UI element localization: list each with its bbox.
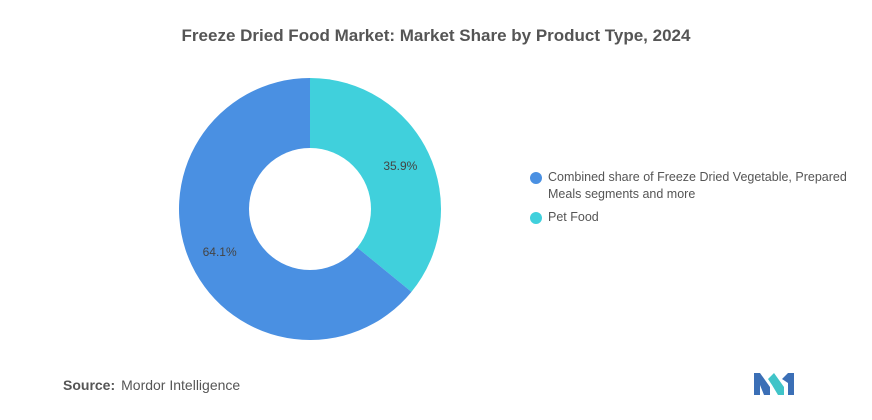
legend-item-pet-food: Pet Food	[530, 209, 850, 226]
source-text: Mordor Intelligence	[121, 377, 241, 393]
donut-hole	[249, 148, 371, 270]
source-label: Source:	[63, 377, 116, 393]
slice-label-pet-food: 35.9%	[383, 159, 417, 173]
legend-swatch-pet-food	[530, 212, 542, 224]
legend-label-combined: Combined share of Freeze Dried Vegetable…	[548, 170, 847, 201]
chart-title: Freeze Dried Food Market: Market Share b…	[181, 26, 691, 45]
legend: Combined share of Freeze Dried Vegetable…	[530, 169, 850, 232]
mordor-intelligence-logo-icon	[754, 373, 794, 395]
legend-item-combined: Combined share of Freeze Dried Vegetable…	[530, 169, 850, 203]
slice-labels-group: 35.9% 64.1%	[203, 159, 418, 259]
legend-label-pet-food: Pet Food	[548, 210, 599, 224]
legend-swatch-combined	[530, 172, 542, 184]
source-note: Source: Mordor Intelligence	[63, 377, 240, 393]
slice-pet-food	[310, 78, 442, 292]
slice-label-combined: 64.1%	[203, 245, 237, 259]
